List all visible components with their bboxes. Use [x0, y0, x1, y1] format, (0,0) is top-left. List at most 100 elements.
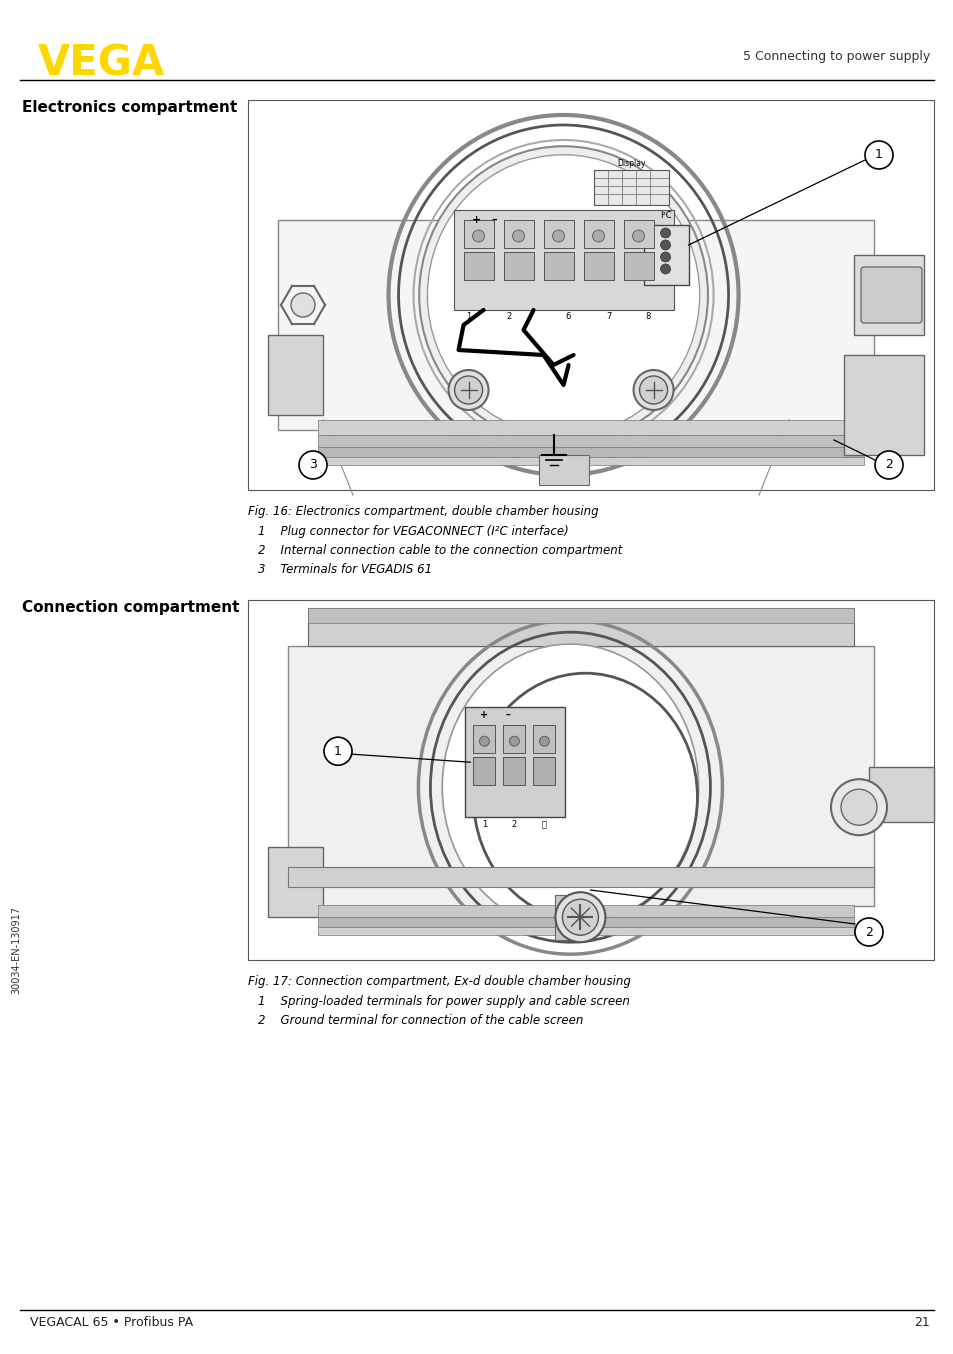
Text: +: +	[471, 215, 480, 225]
Ellipse shape	[427, 154, 699, 435]
Bar	[843, 355, 923, 455]
Bar	[463, 219, 493, 248]
Bar	[268, 334, 323, 414]
Text: 2    Internal connection cable to the connection compartment: 2 Internal connection cable to the conne…	[257, 544, 621, 556]
Bar	[533, 726, 555, 753]
Bar	[317, 458, 863, 464]
Text: –: –	[505, 711, 510, 720]
Bar	[288, 867, 873, 887]
Bar	[453, 210, 673, 310]
Bar	[317, 447, 863, 458]
Bar	[317, 917, 853, 927]
Text: 2: 2	[884, 459, 892, 471]
Text: I²C: I²C	[659, 211, 671, 219]
Text: 1: 1	[465, 311, 471, 321]
Text: 1: 1	[481, 821, 487, 829]
Bar	[317, 420, 863, 435]
Circle shape	[659, 264, 670, 274]
Bar	[503, 757, 525, 785]
Bar	[277, 219, 873, 431]
Circle shape	[512, 230, 524, 242]
Circle shape	[659, 252, 670, 263]
Text: 3    Terminals for VEGADIS 61: 3 Terminals for VEGADIS 61	[257, 563, 432, 575]
Circle shape	[538, 737, 549, 746]
Circle shape	[841, 789, 876, 825]
Bar	[543, 219, 573, 248]
Text: 2: 2	[864, 926, 872, 938]
Bar	[868, 768, 933, 822]
Bar	[473, 726, 495, 753]
Text: 2    Ground terminal for connection of the cable screen: 2 Ground terminal for connection of the …	[257, 1014, 583, 1026]
Text: 21: 21	[913, 1316, 929, 1330]
Text: Connection compartment: Connection compartment	[22, 600, 239, 615]
Text: 5 Connecting to power supply: 5 Connecting to power supply	[742, 50, 929, 64]
Circle shape	[592, 230, 604, 242]
Bar	[317, 927, 853, 936]
Bar	[583, 252, 613, 280]
Text: ⏚: ⏚	[541, 821, 546, 829]
Text: Fig. 17: Connection compartment, Ex-d double chamber housing: Fig. 17: Connection compartment, Ex-d do…	[248, 975, 630, 988]
Bar	[503, 252, 533, 280]
Circle shape	[454, 376, 482, 403]
Bar	[473, 757, 495, 785]
Text: –: –	[491, 215, 497, 225]
Circle shape	[659, 227, 670, 238]
FancyBboxPatch shape	[861, 267, 921, 324]
Bar	[853, 255, 923, 334]
Text: Electronics compartment: Electronics compartment	[22, 100, 237, 115]
Text: 8: 8	[645, 311, 651, 321]
Circle shape	[854, 918, 882, 946]
Text: 1: 1	[334, 745, 341, 758]
Bar	[643, 225, 688, 284]
Circle shape	[291, 292, 314, 317]
Text: +: +	[480, 711, 488, 720]
Circle shape	[555, 892, 605, 942]
Circle shape	[659, 240, 670, 250]
Bar	[623, 252, 653, 280]
Circle shape	[874, 451, 902, 479]
Circle shape	[509, 737, 518, 746]
Circle shape	[639, 376, 667, 403]
Bar	[463, 252, 493, 280]
Bar	[503, 726, 525, 753]
Text: 1    Spring-loaded terminals for power supply and cable screen: 1 Spring-loaded terminals for power supp…	[257, 995, 629, 1007]
Bar	[583, 219, 613, 248]
Circle shape	[830, 779, 886, 835]
Circle shape	[633, 370, 673, 410]
Bar	[555, 895, 585, 940]
Circle shape	[479, 737, 489, 746]
Circle shape	[448, 370, 488, 410]
Ellipse shape	[418, 146, 707, 444]
Circle shape	[632, 230, 644, 242]
Circle shape	[472, 230, 484, 242]
Text: 1    Plug connector for VEGACONNECT (I²C interface): 1 Plug connector for VEGACONNECT (I²C in…	[257, 525, 568, 538]
Circle shape	[552, 230, 564, 242]
Text: 6: 6	[565, 311, 571, 321]
Text: 7: 7	[605, 311, 611, 321]
Circle shape	[298, 451, 327, 479]
Bar	[248, 100, 933, 490]
Bar	[248, 600, 933, 960]
Bar	[308, 608, 853, 646]
Bar	[533, 757, 555, 785]
Text: 2: 2	[505, 311, 511, 321]
Bar	[317, 435, 863, 447]
Circle shape	[562, 899, 598, 936]
Bar	[465, 707, 565, 818]
Bar	[288, 646, 873, 906]
Text: VEGA: VEGA	[38, 42, 165, 84]
Bar	[308, 608, 853, 623]
Text: 2: 2	[511, 821, 517, 829]
Bar	[268, 848, 323, 917]
Circle shape	[864, 141, 892, 169]
Ellipse shape	[442, 645, 698, 930]
Text: VEGACAL 65 • Profibus PA: VEGACAL 65 • Profibus PA	[30, 1316, 193, 1330]
Bar	[593, 171, 668, 204]
Bar	[503, 219, 533, 248]
Text: Display: Display	[617, 158, 645, 168]
Circle shape	[324, 737, 352, 765]
Bar	[317, 904, 853, 917]
Text: 1: 1	[874, 149, 882, 161]
Bar	[623, 219, 653, 248]
Text: 30034-EN-130917: 30034-EN-130917	[11, 906, 21, 994]
